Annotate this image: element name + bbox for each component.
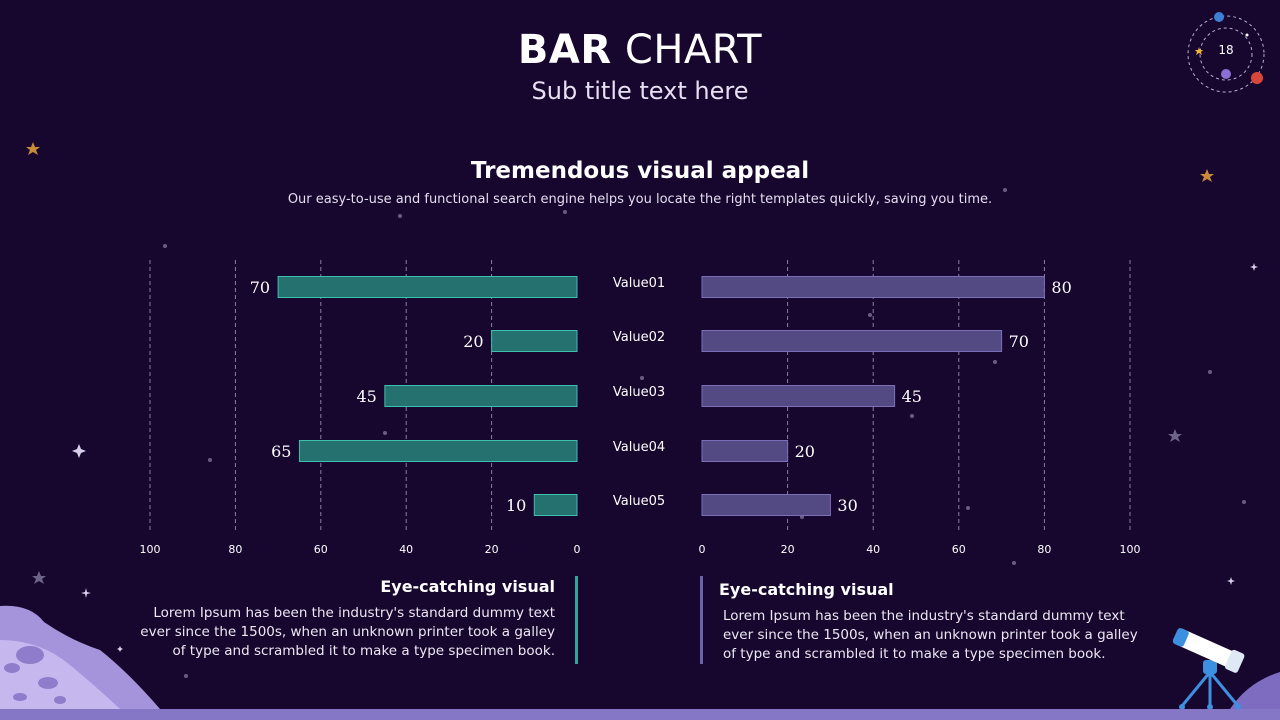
left-tick-label: 60 [314,543,328,556]
category-label: Value04 [613,440,665,455]
left-bar [277,276,578,298]
right-card-body: Lorem Ipsum has been the industry's stan… [723,608,1138,662]
right-data-label: 70 [1009,332,1029,351]
right-bar [701,494,831,516]
right-card-title: Eye-catching visual [719,580,894,599]
right-bar [701,330,1003,352]
left-bar [491,330,578,352]
right-data-label: 30 [837,496,857,515]
left-data-label: 70 [250,278,270,297]
right-tick-label: 80 [1037,543,1051,556]
telescope-icon [1172,628,1245,710]
left-tick-label: 20 [485,543,499,556]
page-subtitle: Sub title text here [531,77,749,105]
title-bold: BAR [517,27,612,73]
left-tick-label: 0 [574,543,581,556]
right-tick-label: 20 [781,543,795,556]
left-tick-label: 40 [399,543,413,556]
left-data-label: 10 [506,496,526,515]
right-tick-label: 60 [952,543,966,556]
left-tick-label: 100 [140,543,161,556]
left-card-body: Lorem Ipsum has been the industry's stan… [140,605,555,659]
left-data-label: 65 [271,442,291,461]
left-bar [533,494,578,516]
left-bar [298,440,578,462]
left-accent-line [575,576,578,664]
right-tick-label: 100 [1120,543,1141,556]
category-label: Value03 [613,385,665,400]
bottom-strip [0,709,1280,720]
left-data-label: 20 [463,332,483,351]
left-card-title: Eye-catching visual [380,577,555,596]
right-bar [701,385,896,407]
right-tick-label: 0 [699,543,706,556]
title-light: CHART [624,27,763,73]
left-data-label: 45 [356,387,376,406]
page-number: 18 [1218,43,1234,57]
category-label: Value02 [613,330,665,345]
left-tick-label: 80 [228,543,242,556]
star-icon [26,142,1214,182]
category-label: Value01 [613,276,665,291]
moon-surface-icon [0,605,160,709]
right-bar [701,276,1045,298]
section-description: Our easy-to-use and functional search en… [287,192,993,207]
right-data-label: 45 [902,387,922,406]
right-data-label: 20 [795,442,815,461]
left-bar [384,385,578,407]
right-tick-label: 40 [866,543,880,556]
right-data-label: 80 [1051,278,1071,297]
category-label: Value05 [613,494,665,509]
right-bar [701,440,789,462]
right-accent-line [700,576,703,664]
page-title: BAR CHART [0,26,1280,74]
section-heading: Tremendous visual appeal [470,158,810,184]
